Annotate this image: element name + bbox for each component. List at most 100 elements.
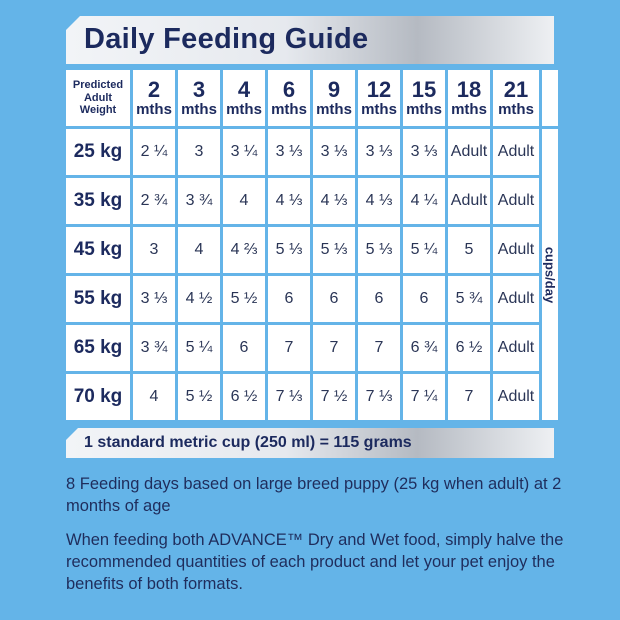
header-age-21: 21 mths <box>493 70 539 126</box>
cups-value-cell: 3 ¾ <box>178 178 220 224</box>
weight-label-4: 65 kg <box>66 325 130 371</box>
title-banner: Daily Feeding Guide <box>66 16 554 64</box>
age-unit: mths <box>406 101 442 118</box>
age-unit: mths <box>271 101 307 118</box>
unit-label-cups-per-day: cups/day <box>542 246 558 303</box>
cups-value-cell: 7 <box>268 325 310 371</box>
note-feeding-days: 8 Feeding days based on large breed pupp… <box>66 475 562 515</box>
weight-label-1: 35 kg <box>66 178 130 224</box>
age-number: 6 <box>282 77 296 102</box>
cups-value-cell: 4 <box>223 178 265 224</box>
cups-value-cell: 5 ¼ <box>403 227 445 273</box>
age-number: 3 <box>192 77 206 102</box>
cups-value-cell: 7 <box>358 325 400 371</box>
header-age-6: 6 mths <box>268 70 310 126</box>
note-dry-wet: When feeding both ADVANCE™ Dry and Wet f… <box>66 530 564 593</box>
age-unit: mths <box>226 101 262 118</box>
cups-value-cell: 7 ½ <box>313 374 355 420</box>
cups-value-cell: 6 <box>403 276 445 322</box>
header-corner-line: Predicted <box>72 79 124 92</box>
notes-section: 8 Feeding days based on large breed pupp… <box>66 474 566 608</box>
cups-value-cell: 7 ⅓ <box>358 374 400 420</box>
cups-value-cell: 7 ⅓ <box>268 374 310 420</box>
cup-conversion-text: 1 standard metric cup (250 ml) = 115 gra… <box>84 434 412 451</box>
age-number: 21 <box>503 77 529 102</box>
cups-value-cell: 5 ⅓ <box>358 227 400 273</box>
header-corner-line: Weight <box>79 104 117 117</box>
cups-value-cell: 7 ¼ <box>403 374 445 420</box>
age-unit: mths <box>498 101 534 118</box>
cups-value-cell: 5 ½ <box>178 374 220 420</box>
header-age-4: 4 mths <box>223 70 265 126</box>
weight-label-3: 55 kg <box>66 276 130 322</box>
cups-value-cell: Adult <box>493 276 539 322</box>
age-unit: mths <box>361 101 397 118</box>
unit-label-strip: cups/day <box>542 129 558 420</box>
header-corner-line: Adult <box>83 91 113 104</box>
cups-value-cell: 3 ⅓ <box>133 276 175 322</box>
header-age-2: 2 mths <box>133 70 175 126</box>
cups-value-cell: Adult <box>493 129 539 175</box>
cups-value-cell: 3 ⅓ <box>358 129 400 175</box>
weight-label-0: 25 kg <box>66 129 130 175</box>
cups-value-cell: 6 <box>313 276 355 322</box>
cups-value-cell: 4 ¼ <box>403 178 445 224</box>
cups-value-cell: 4 <box>178 227 220 273</box>
cups-value-cell: Adult <box>448 129 490 175</box>
age-number: 2 <box>147 77 161 102</box>
cups-value-cell: 3 ⅓ <box>403 129 445 175</box>
feeding-table: Predicted Adult Weight 2 mths 3 mths 4 mths 6 mths… <box>66 70 558 420</box>
cups-value-cell: Adult <box>493 325 539 371</box>
cups-value-cell: 5 ¼ <box>178 325 220 371</box>
cups-value-cell: 2 ¾ <box>133 178 175 224</box>
cups-value-cell: Adult <box>448 178 490 224</box>
cups-value-cell: 3 ¾ <box>133 325 175 371</box>
cups-value-cell: 5 <box>448 227 490 273</box>
cups-value-cell: 3 ¼ <box>223 129 265 175</box>
cups-value-cell: 4 ⅓ <box>358 178 400 224</box>
cups-value-cell: 4 ½ <box>178 276 220 322</box>
cups-value-cell: 3 <box>133 227 175 273</box>
cups-value-cell: 2 ¼ <box>133 129 175 175</box>
cups-value-cell: 4 ⅓ <box>268 178 310 224</box>
cups-value-cell: 4 ⅔ <box>223 227 265 273</box>
cups-value-cell: 5 ½ <box>223 276 265 322</box>
age-number: 4 <box>237 77 251 102</box>
age-unit: mths <box>136 101 172 118</box>
cups-value-cell: 6 <box>358 276 400 322</box>
cups-value-cell: 3 ⅓ <box>313 129 355 175</box>
cups-value-cell: 4 ⅓ <box>313 178 355 224</box>
age-unit: mths <box>451 101 487 118</box>
weight-label-5: 70 kg <box>66 374 130 420</box>
page-title: Daily Feeding Guide <box>84 23 369 55</box>
cups-value-cell: 7 <box>313 325 355 371</box>
age-number: 12 <box>366 77 392 102</box>
cups-value-cell: 3 ⅓ <box>268 129 310 175</box>
cups-value-cell: 6 ½ <box>223 374 265 420</box>
header-age-15: 15 mths <box>403 70 445 126</box>
header-age-3: 3 mths <box>178 70 220 126</box>
age-unit: mths <box>316 101 352 118</box>
age-number: 9 <box>327 77 341 102</box>
cup-conversion-banner: 1 standard metric cup (250 ml) = 115 gra… <box>66 428 554 458</box>
cups-value-cell: Adult <box>493 178 539 224</box>
cups-value-cell: 4 <box>133 374 175 420</box>
cups-value-cell: 5 ⅓ <box>313 227 355 273</box>
cups-value-cell: 5 ⅓ <box>268 227 310 273</box>
cups-value-cell: 6 <box>268 276 310 322</box>
header-age-18: 18 mths <box>448 70 490 126</box>
weight-label-2: 45 kg <box>66 227 130 273</box>
age-unit: mths <box>181 101 217 118</box>
header-age-9: 9 mths <box>313 70 355 126</box>
cups-value-cell: 7 <box>448 374 490 420</box>
cups-value-cell: 6 ¾ <box>403 325 445 371</box>
age-number: 15 <box>411 77 437 102</box>
cups-value-cell: 5 ¾ <box>448 276 490 322</box>
cups-value-cell: 6 ½ <box>448 325 490 371</box>
header-age-12: 12 mths <box>358 70 400 126</box>
cups-value-cell: 3 <box>178 129 220 175</box>
header-predicted-adult-weight: Predicted Adult Weight <box>66 70 130 126</box>
header-spacer-cell <box>542 70 558 126</box>
cups-value-cell: Adult <box>493 374 539 420</box>
age-number: 18 <box>456 77 482 102</box>
